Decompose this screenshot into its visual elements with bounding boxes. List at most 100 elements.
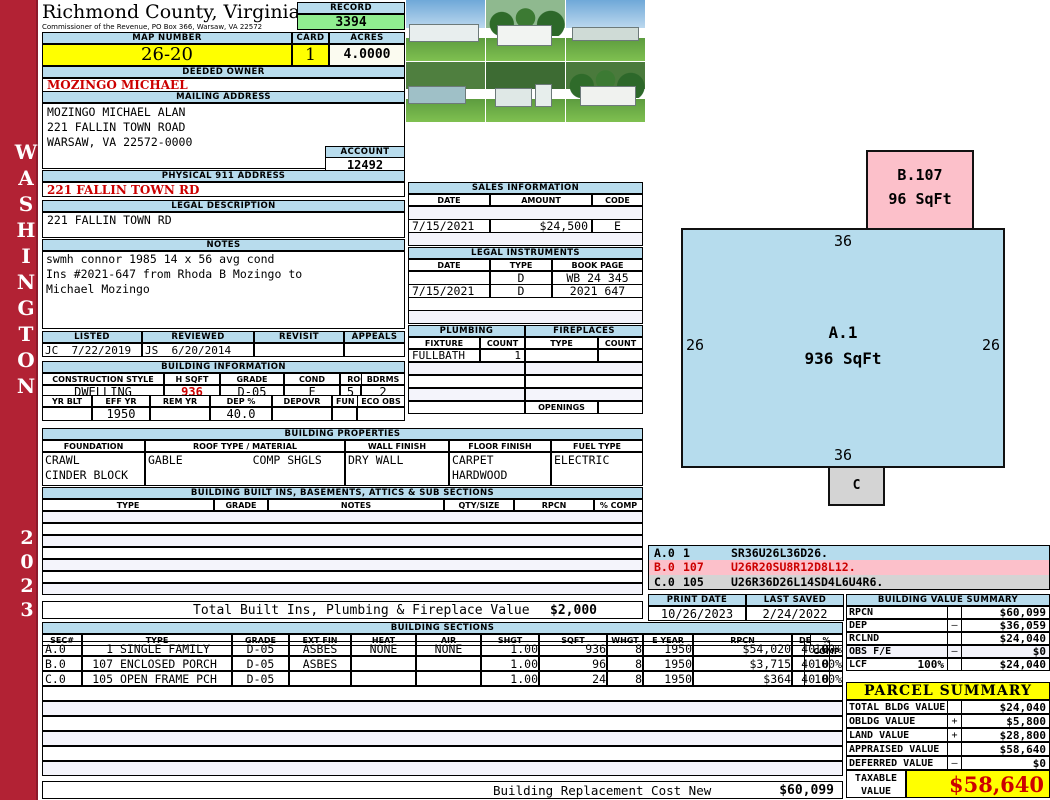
bs-h-type: TYPE <box>82 634 232 646</box>
bi-v-ecoobs <box>357 407 405 421</box>
sketch-b-code: B.107 <box>897 166 943 184</box>
bs-type-num: 107 <box>92 657 113 671</box>
last-saved-value: 2/24/2022 <box>746 606 844 621</box>
fp-row <box>525 388 643 401</box>
bi-h-depovr: DEPOVR <box>272 395 332 407</box>
bs-sqft: 96 <box>539 656 607 671</box>
last-saved-label: LAST SAVED <box>746 594 844 606</box>
notes-block: swmh connor 1985 14 x 56 avg cond Ins #2… <box>42 251 405 329</box>
legal-description-block: 221 FALLIN TOWN RD <box>42 212 405 238</box>
physical-address-value: 221 FALLIN TOWN RD <box>42 182 405 197</box>
ps-row: DEFERRED VALUE – $0 <box>846 756 1050 770</box>
bs-h-rpcn: RPCN <box>693 634 792 646</box>
bvs-sign <box>948 632 962 645</box>
sketch-c-code: C <box>852 478 861 493</box>
bs-h-air: AIR <box>416 634 481 646</box>
built-ins-row <box>42 583 643 595</box>
foundation-line-1: CRAWL <box>45 453 80 467</box>
bi-h-effyr: EFF YR <box>92 395 150 407</box>
bp-h-roof: ROOF TYPE / MATERIAL <box>145 440 345 452</box>
bs-type-num: 1 <box>106 642 113 656</box>
sketch-dim-left: 26 <box>686 336 705 354</box>
property-photo-5 <box>486 61 565 122</box>
building-properties-title: BUILDING PROPERTIES <box>42 428 643 440</box>
bs-h-extfin: EXT FIN <box>289 634 351 646</box>
bin-h-notes: NOTES <box>268 499 444 511</box>
ps-amount: $5,800 <box>962 714 1050 728</box>
revisit-value <box>254 343 344 357</box>
ps-amount: $58,640 <box>962 742 1050 756</box>
bp-v-fuel: ELECTRIC <box>551 452 643 486</box>
sketch-dim-bottom: 36 <box>833 446 853 464</box>
bi-v-deppct: 40.0 <box>210 407 272 421</box>
bs-air: NONE <box>416 641 481 656</box>
building-sections-title: BUILDING SECTIONS <box>42 622 843 634</box>
account-value: 12492 <box>325 157 405 172</box>
map-number-value: 26-20 <box>42 44 292 66</box>
bi-h-yrblt: YR BLT <box>42 395 92 407</box>
listed-label: LISTED <box>42 331 142 343</box>
bs-grade: D-05 <box>232 656 289 671</box>
bp-h-floor: FLOOR FINISH <box>449 440 551 452</box>
bs-extfin <box>289 671 351 686</box>
roof-type: GABLE <box>148 453 183 467</box>
built-ins-row <box>42 559 643 571</box>
bp-h-fuel: FUEL TYPE <box>551 440 643 452</box>
bs-extfin: ASBES <box>289 641 351 656</box>
page-title: Richmond County, Virginia <box>42 1 300 23</box>
ps-label: TOTAL BLDG VALUE <box>846 700 948 714</box>
sketch-code-row-c: C.0 105 U26R36D26L14SD4L6U4R6. <box>648 575 1050 590</box>
brcn-value: $60,099 <box>779 783 834 798</box>
bs-heat: NONE <box>351 641 416 656</box>
appeals-value <box>344 343 405 357</box>
building-replacement-cost-row: Building Replacement Cost New $60,099 <box>42 781 843 799</box>
bi-h-ecoobs: ECO OBS <box>357 395 405 407</box>
pl-h-fixture: FIXTURE <box>408 337 480 349</box>
bs-h-whgt: WHGT <box>607 634 643 646</box>
bs-type-text: OPEN FRAME PCH <box>119 672 217 686</box>
property-photo-4 <box>406 61 485 122</box>
property-photo-2 <box>486 0 565 61</box>
taxable-value-label: TAXABLE VALUE <box>846 770 906 798</box>
bs-air <box>416 656 481 671</box>
bs-sqft: 24 <box>539 671 607 686</box>
ps-label: LAND VALUE <box>846 728 948 742</box>
bs-sqft: 936 <box>539 641 607 656</box>
bp-v-roof: GABLE COMP SHGLS <box>145 452 345 486</box>
print-date-label: PRINT DATE <box>648 594 746 606</box>
bin-h-comp: % COMP <box>594 499 643 511</box>
left-spine: WASHINGTON 2023 <box>0 0 38 800</box>
bs-row-empty <box>42 731 843 746</box>
bs-shgt: 1.00 <box>481 641 539 656</box>
bvs-label: RPCN <box>846 606 948 619</box>
bs-h-shgt: SHGT <box>481 634 539 646</box>
listed-date: 7/22/2019 <box>71 344 132 357</box>
fp-type <box>525 349 598 362</box>
sales-amount: $24,500 <box>490 219 592 233</box>
property-photo-3 <box>566 0 645 61</box>
listed-value: JC 7/22/2019 <box>42 343 142 357</box>
record-value: 3394 <box>297 14 405 30</box>
lcf-label: LCF <box>849 659 868 670</box>
code-a-path: SR36U26L36D26. <box>731 546 828 560</box>
property-photo-1 <box>406 0 485 61</box>
built-ins-row <box>42 547 643 559</box>
built-ins-title: BUILDING BUILT INS, BASEMENTS, ATTICS & … <box>42 487 643 499</box>
pl-row <box>408 375 525 388</box>
bs-row-empty <box>42 701 843 716</box>
mailing-address-label: MAILING ADDRESS <box>42 91 405 103</box>
bs-comp: 100% <box>804 656 843 671</box>
ps-row: OBLDG VALUE + $5,800 <box>846 714 1050 728</box>
bin-h-type: TYPE <box>42 499 214 511</box>
physical-address-label: PHYSICAL 911 ADDRESS <box>42 170 405 182</box>
bs-rpcn: $3,715 <box>693 656 792 671</box>
fuel-type-line-1: ELECTRIC <box>554 453 610 467</box>
fp-h-count: COUNT <box>598 337 643 349</box>
pl-row <box>408 401 525 414</box>
deeded-owner-label: DEEDED OWNER <box>42 66 405 78</box>
code-b-sec: B.0 <box>654 560 675 574</box>
bvs-sign <box>948 606 962 619</box>
bs-type: 105 OPEN FRAME PCH <box>82 671 232 686</box>
reviewed-label: REVIEWED <box>142 331 254 343</box>
notes-line-1: swmh connor 1985 14 x 56 avg cond <box>46 252 275 266</box>
